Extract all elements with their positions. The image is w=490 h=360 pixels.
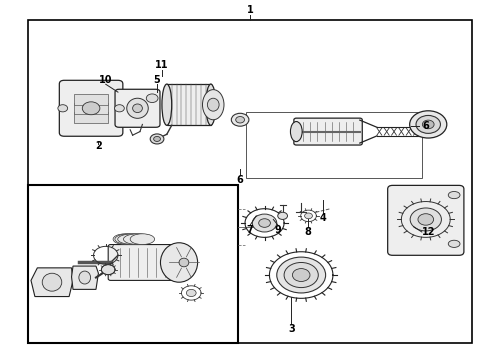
Ellipse shape (422, 120, 434, 129)
Ellipse shape (410, 208, 441, 231)
Ellipse shape (101, 265, 115, 275)
Ellipse shape (206, 84, 216, 125)
Ellipse shape (410, 111, 447, 138)
Ellipse shape (202, 90, 224, 120)
Ellipse shape (277, 257, 326, 293)
Ellipse shape (179, 258, 189, 267)
Ellipse shape (123, 234, 153, 244)
Ellipse shape (160, 243, 197, 282)
Bar (74, 112, 108, 123)
Ellipse shape (448, 240, 460, 247)
Ellipse shape (79, 271, 91, 284)
Ellipse shape (448, 192, 460, 199)
Ellipse shape (207, 98, 219, 111)
Polygon shape (31, 268, 73, 297)
Ellipse shape (278, 212, 288, 220)
FancyBboxPatch shape (59, 80, 123, 136)
Text: 9: 9 (275, 225, 282, 235)
FancyBboxPatch shape (115, 89, 160, 127)
FancyBboxPatch shape (294, 118, 362, 145)
Ellipse shape (305, 213, 313, 219)
Text: 6: 6 (422, 121, 429, 131)
Text: 5: 5 (154, 75, 160, 85)
Ellipse shape (42, 273, 62, 291)
Ellipse shape (82, 102, 100, 115)
Bar (167, 84, 211, 125)
Text: 10: 10 (99, 75, 113, 85)
Text: 12: 12 (421, 227, 435, 237)
Text: 4: 4 (320, 213, 326, 222)
Ellipse shape (186, 289, 196, 297)
Text: 6: 6 (237, 175, 244, 185)
Ellipse shape (252, 214, 277, 232)
Ellipse shape (147, 94, 158, 103)
Ellipse shape (115, 105, 124, 112)
Ellipse shape (130, 234, 155, 244)
Ellipse shape (133, 104, 143, 113)
Ellipse shape (259, 219, 270, 227)
Text: 11: 11 (155, 60, 169, 70)
Text: 8: 8 (304, 227, 311, 237)
Bar (27, 185, 238, 343)
Ellipse shape (231, 113, 249, 126)
Text: 2: 2 (95, 141, 102, 151)
Bar (74, 103, 108, 114)
FancyBboxPatch shape (108, 244, 176, 280)
Ellipse shape (154, 136, 160, 141)
FancyBboxPatch shape (388, 185, 464, 255)
Ellipse shape (418, 214, 434, 225)
Polygon shape (72, 266, 98, 289)
Ellipse shape (236, 117, 245, 123)
Ellipse shape (58, 105, 68, 112)
Ellipse shape (115, 234, 144, 244)
Text: 3: 3 (288, 324, 295, 334)
Ellipse shape (284, 262, 318, 288)
Text: 1: 1 (246, 5, 253, 15)
Ellipse shape (291, 122, 302, 141)
Ellipse shape (162, 84, 172, 125)
Bar (74, 94, 108, 105)
Ellipse shape (416, 116, 441, 134)
Ellipse shape (293, 269, 310, 282)
Ellipse shape (113, 234, 138, 244)
Ellipse shape (127, 98, 148, 118)
Text: 7: 7 (246, 225, 253, 235)
Ellipse shape (118, 234, 150, 244)
Ellipse shape (150, 134, 164, 144)
